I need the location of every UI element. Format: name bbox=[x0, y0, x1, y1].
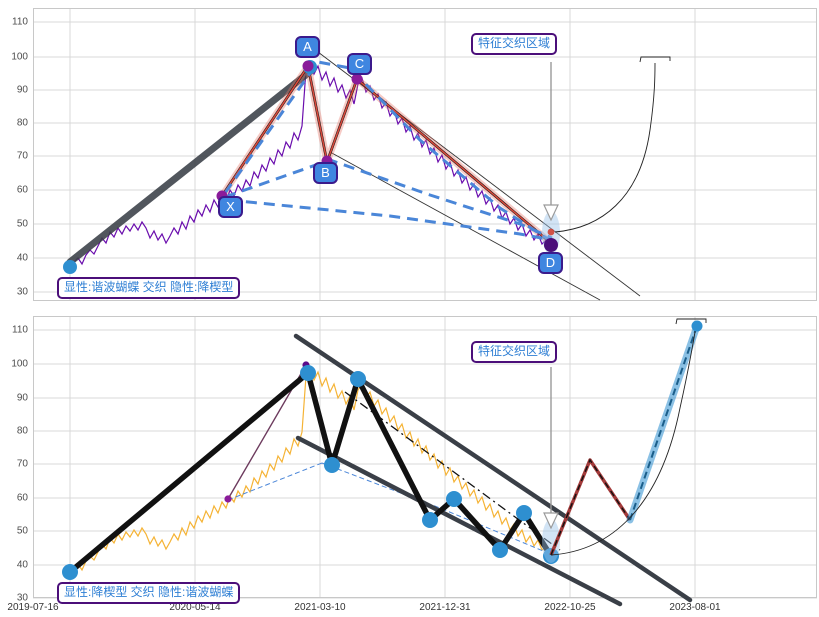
top-wedge-dashed bbox=[223, 60, 553, 242]
svg-text:70: 70 bbox=[17, 151, 29, 162]
svg-text:30: 30 bbox=[17, 287, 29, 298]
svg-text:40: 40 bbox=[17, 560, 29, 571]
bottom-gridlines bbox=[33, 316, 817, 599]
svg-text:50: 50 bbox=[17, 526, 29, 537]
bottom-hidden-harmonic bbox=[224, 361, 549, 554]
svg-text:2021-12-31: 2021-12-31 bbox=[419, 602, 471, 613]
svg-text:2022-10-25: 2022-10-25 bbox=[544, 602, 596, 613]
bottom-plot-frame bbox=[33, 316, 817, 598]
bottom-pattern-legend: 显性:降楔型 交织 隐性:谐波蝴蝶 bbox=[57, 582, 241, 604]
top-zone-label: 特征交织区域 bbox=[471, 33, 558, 55]
bottom-price-series bbox=[69, 366, 551, 573]
top-pattern-legend: 显性:谐波蝴蝶 交织 隐性:降楔型 bbox=[57, 277, 241, 299]
pivot-label-b[interactable]: B bbox=[313, 162, 338, 184]
pivot-label-a[interactable]: A bbox=[295, 36, 320, 58]
svg-text:60: 60 bbox=[17, 493, 29, 504]
top-zone-arrow bbox=[543, 62, 559, 222]
bottom-zone-arrow bbox=[543, 367, 559, 530]
svg-text:100: 100 bbox=[11, 52, 28, 63]
svg-text:2021-03-10: 2021-03-10 bbox=[294, 602, 346, 613]
bottom-zigzag-nodes bbox=[62, 365, 559, 580]
svg-text:2019-07-16: 2019-07-16 bbox=[7, 602, 59, 613]
bottom-x-tick-labels: 2019-07-16 2020-05-14 2021-03-10 2021-12… bbox=[7, 602, 721, 613]
bottom-feature-zone bbox=[542, 519, 560, 563]
top-chart-panel: 110 100 90 80 70 60 50 40 30 bbox=[0, 0, 819, 308]
top-projection-curve bbox=[554, 56, 671, 233]
svg-text:2020-05-14: 2020-05-14 bbox=[169, 602, 221, 613]
top-plot-frame bbox=[33, 8, 817, 301]
svg-text:30: 30 bbox=[17, 593, 29, 604]
svg-text:50: 50 bbox=[17, 219, 29, 230]
bottom-chart-panel: 110 100 90 80 70 60 50 40 30 bbox=[0, 308, 819, 617]
svg-text:60: 60 bbox=[17, 185, 29, 196]
top-chart-canvas: 110 100 90 80 70 60 50 40 30 bbox=[0, 0, 819, 308]
bottom-zigzag bbox=[67, 370, 554, 575]
pivot-label-c[interactable]: C bbox=[347, 53, 372, 75]
svg-text:80: 80 bbox=[17, 118, 29, 129]
svg-text:110: 110 bbox=[12, 17, 28, 28]
svg-text:100: 100 bbox=[11, 359, 28, 370]
bottom-zone-label: 特征交织区域 bbox=[471, 341, 558, 363]
svg-text:110: 110 bbox=[12, 325, 28, 336]
svg-text:90: 90 bbox=[17, 85, 29, 96]
svg-text:80: 80 bbox=[17, 426, 29, 437]
svg-text:40: 40 bbox=[17, 253, 29, 264]
top-trend-lines bbox=[66, 66, 316, 266]
svg-text:90: 90 bbox=[17, 393, 29, 404]
bottom-y-tick-labels: 110 100 90 80 70 60 50 40 30 bbox=[11, 325, 28, 604]
svg-text:70: 70 bbox=[17, 459, 29, 470]
top-chart-svg: 110 100 90 80 70 60 50 40 30 bbox=[11, 8, 817, 301]
bottom-forecast bbox=[549, 318, 707, 556]
svg-text:2023-08-01: 2023-08-01 bbox=[669, 602, 721, 613]
pivot-label-d[interactable]: D bbox=[538, 252, 563, 274]
top-gridlines bbox=[33, 8, 817, 300]
top-y-tick-labels: 110 100 90 80 70 60 50 40 30 bbox=[11, 17, 28, 298]
bottom-chart-svg: 110 100 90 80 70 60 50 40 30 bbox=[7, 316, 817, 613]
pivot-label-x[interactable]: X bbox=[218, 196, 243, 218]
top-pivot-markers bbox=[63, 60, 558, 274]
bottom-chart-canvas: 110 100 90 80 70 60 50 40 30 bbox=[0, 308, 819, 617]
